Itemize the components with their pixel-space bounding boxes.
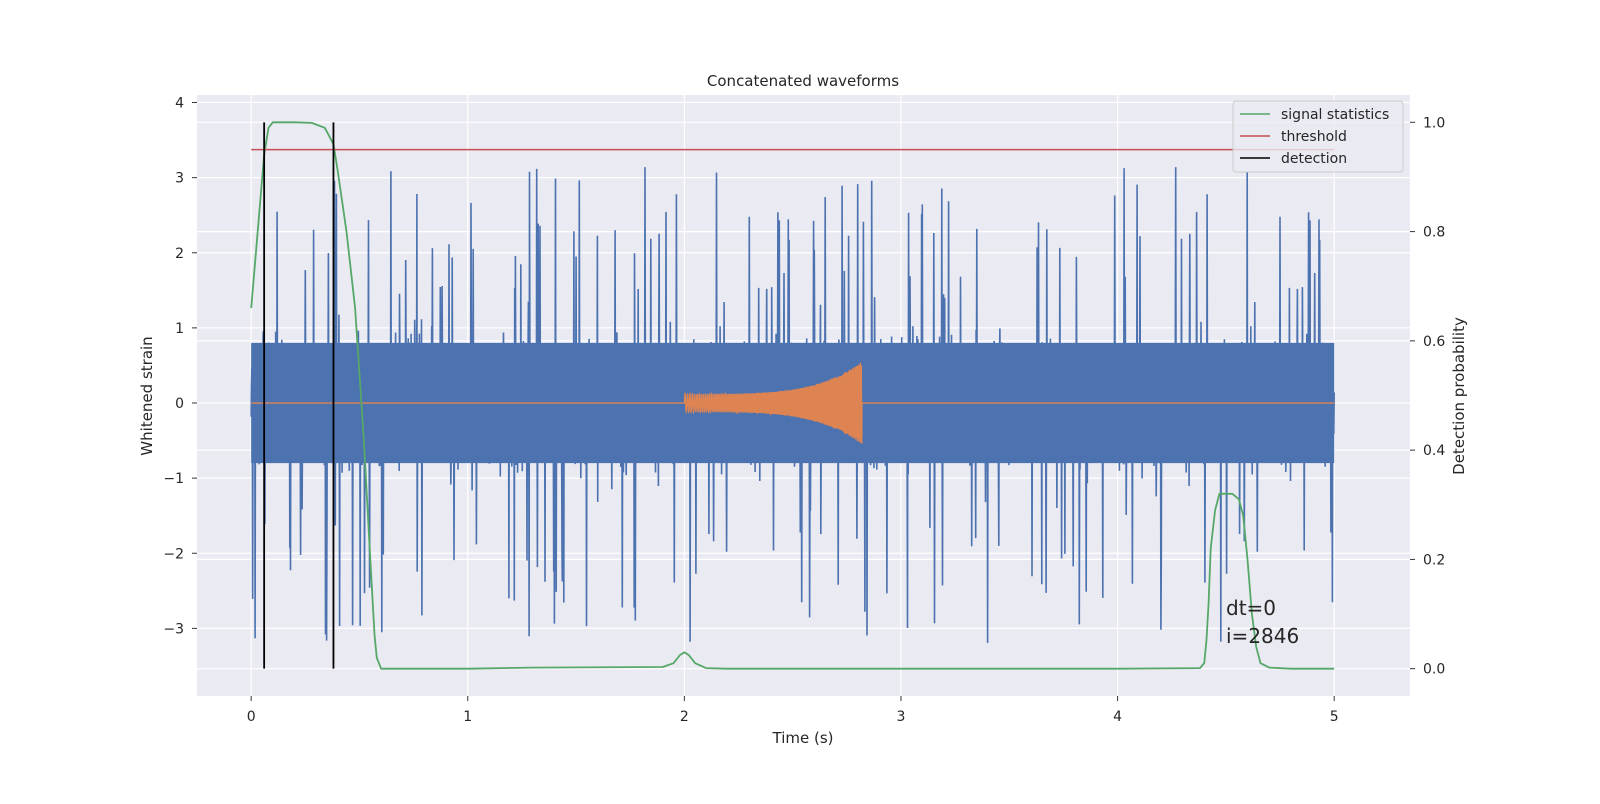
y-left-tick-label: 3 <box>175 171 184 187</box>
y-right-tick-label: 1.0 <box>1423 115 1445 131</box>
legend-label-detection: detection <box>1281 151 1347 167</box>
y-left-tick-label: 4 <box>175 96 184 112</box>
x-tick-label: 4 <box>1113 709 1122 725</box>
legend-label-threshold: threshold <box>1281 129 1347 145</box>
series-layer <box>250 121 1335 670</box>
x-tick-label: 2 <box>680 709 689 725</box>
annotation-dt: dt=0 <box>1226 596 1276 620</box>
annotation-i: i=2846 <box>1226 624 1299 648</box>
y-left-tick-label: 2 <box>175 246 184 262</box>
series-template-line <box>251 362 1335 444</box>
y-left-tick-label: 0 <box>175 396 184 412</box>
chart-title: Concatenated waveforms <box>707 72 899 90</box>
legend: signal statistics threshold detection <box>1232 100 1404 173</box>
series-signal-statistics-line <box>250 121 1335 670</box>
y-axis-right-label: Detection probability <box>1450 317 1468 475</box>
legend-label-signal-statistics: signal statistics <box>1281 107 1389 123</box>
y-left-tick-label: −3 <box>163 621 184 637</box>
x-tick-label: 5 <box>1330 709 1339 725</box>
x-tick-label: 0 <box>247 709 256 725</box>
y-right-tick-label: 0.4 <box>1423 443 1445 459</box>
x-tick-label: 3 <box>897 709 906 725</box>
y-right-tick-label: 0.2 <box>1423 552 1445 568</box>
y-axis-left-label: Whitened strain <box>138 336 156 455</box>
y-left-tick-label: 1 <box>175 321 184 337</box>
x-axis-label: Time (s) <box>772 729 834 747</box>
y-left-tick-label: −2 <box>163 546 184 562</box>
legend-box <box>1232 100 1404 173</box>
y-left-tick-label: −1 <box>163 471 184 487</box>
tick-labels: 0 1 2 3 4 5 −3 −2 −1 0 1 2 3 4 0.0 0.2 0.4 0.6 0.8 1.0 <box>163 96 1445 725</box>
x-tick-label: 1 <box>463 709 472 725</box>
y-right-tick-label: 0.6 <box>1423 334 1445 350</box>
y-right-tick-label: 0.8 <box>1423 225 1445 241</box>
y-right-tick-label: 0.0 <box>1423 662 1445 678</box>
